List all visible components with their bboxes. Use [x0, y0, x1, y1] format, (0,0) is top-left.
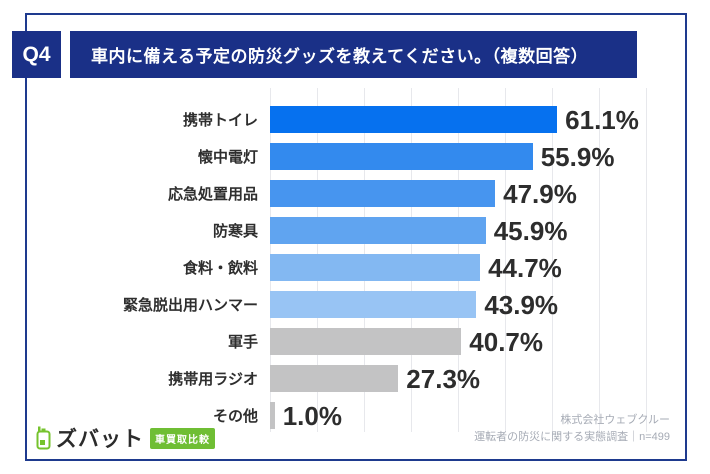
zubat-phone-icon — [35, 426, 52, 450]
value-label: 45.9% — [493, 215, 568, 246]
credit-company: 株式会社ウェブクルー — [560, 414, 670, 426]
chart-row: 食料・飲料 44.7% — [30, 249, 680, 286]
category-label: 懐中電灯 — [197, 149, 258, 166]
logo-brand-text: ズバット — [56, 428, 144, 451]
value-label: 1.0% — [282, 400, 342, 431]
value-label: 44.7% — [488, 252, 562, 283]
category-label: 食料・飲料 — [182, 260, 258, 277]
question-text: 車内に備える予定の防災グッズを教えてください。（複数回答） — [91, 47, 589, 66]
chart-row: その他 1.0% — [30, 397, 680, 434]
value-label: 61.1% — [565, 104, 639, 135]
card-border — [25, 13, 687, 461]
chart-row: 緊急脱出用ハンマー 43.9% — [30, 286, 680, 323]
bar — [270, 365, 399, 392]
survey-credit: 株式会社ウェブクルー 運転者の防災に関する実態調査｜n=499 — [474, 412, 670, 445]
bar — [270, 106, 558, 133]
chart-row: 防寒具 45.9% — [30, 212, 680, 249]
category-label: 防寒具 — [212, 223, 258, 240]
bar — [270, 254, 481, 281]
chart-row: 携帯トイレ 61.1% — [30, 101, 680, 138]
chart-row: 懐中電灯 55.9% — [30, 138, 680, 175]
chart-row: 応急処置用品 47.9% — [30, 175, 680, 212]
bar — [270, 180, 496, 207]
value-label: 55.9% — [540, 141, 615, 172]
bar — [270, 402, 275, 429]
question-number-badge: Q4 — [12, 31, 61, 78]
value-label: 27.3% — [406, 363, 481, 394]
bar — [270, 328, 462, 355]
zubat-logo: ズバット 車買取比較 — [35, 423, 215, 453]
bar — [270, 291, 477, 318]
category-label: 携帯トイレ — [182, 112, 258, 129]
bar — [270, 217, 486, 244]
category-label: 軍手 — [227, 334, 258, 351]
value-label: 43.9% — [484, 289, 559, 320]
category-label: 応急処置用品 — [167, 186, 258, 203]
category-label: その他 — [212, 408, 258, 425]
logo-service-badge: 車買取比較 — [150, 427, 215, 449]
value-label: 47.9% — [503, 178, 577, 209]
value-label: 40.7% — [469, 326, 544, 357]
category-label: 緊急脱出用ハンマー — [122, 297, 258, 314]
bar-chart: 携帯トイレ 61.1% 懐中電灯 55.9% 応急処置用品 47.9% 防寒具 45.9% 食料… — [30, 101, 680, 434]
chart-row: 携帯用ラジオ 27.3% — [30, 360, 680, 397]
category-label: 携帯用ラジオ — [168, 371, 258, 388]
credit-survey-name: 運転者の防災に関する実態調査｜n=499 — [474, 430, 670, 443]
chart-row: 軍手 40.7% — [30, 323, 680, 360]
bar — [270, 143, 533, 170]
question-number: Q4 — [22, 42, 51, 66]
question-banner: 車内に備える予定の防災グッズを教えてください。（複数回答） — [70, 31, 637, 78]
